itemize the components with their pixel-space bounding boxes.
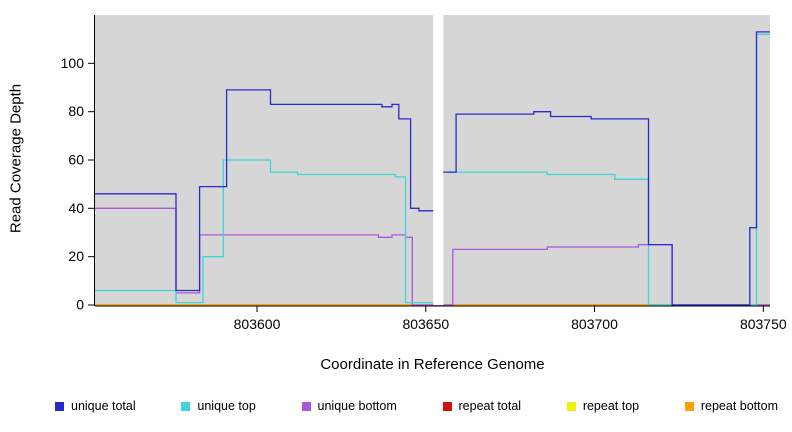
y-tick-label: 0	[76, 297, 84, 313]
legend-swatch-repeat-top	[566, 401, 576, 411]
legend-item-repeat-bottom: repeat bottom	[684, 399, 778, 413]
legend-item-unique-bottom: unique bottom	[301, 399, 397, 413]
x-tick-label: 803750	[740, 316, 787, 332]
y-tick-label: 100	[61, 55, 85, 71]
legend-label: repeat bottom	[700, 399, 778, 413]
y-tick-label: 80	[68, 103, 84, 119]
legend-item-unique-total: unique total	[55, 399, 136, 413]
legend-swatch-unique-top	[181, 401, 191, 411]
legend: unique total unique top unique bottom repea…	[0, 399, 792, 413]
x-tick-label: 803650	[402, 316, 449, 332]
missing-data-gap	[433, 15, 444, 305]
y-tick-label: 60	[68, 152, 84, 168]
legend-label: unique bottom	[317, 399, 397, 413]
legend-label: repeat total	[458, 399, 522, 413]
legend-swatch-unique-total	[55, 401, 64, 411]
series-unique-total	[95, 31, 770, 306]
legend-swatch-repeat-bottom	[684, 401, 694, 411]
legend-label: unique total	[71, 399, 136, 413]
plot-area: 803600 803650 803700 803750 0 20 40 60 80 100	[61, 15, 787, 332]
legend-label: unique top	[197, 399, 256, 413]
legend-swatch-unique-bottom	[301, 401, 311, 411]
x-tick-label: 803700	[571, 316, 618, 332]
legend-item-unique-top: unique top	[181, 399, 256, 413]
y-tick-label: 40	[68, 200, 84, 216]
series-unique-top	[95, 33, 770, 306]
x-axis-title: Coordinate in Reference Genome	[320, 356, 545, 373]
legend-item-repeat-top: repeat top	[566, 399, 640, 413]
legend-swatch-repeat-total	[442, 401, 452, 411]
y-axis-title: Read Coverage Depth	[7, 83, 25, 234]
x-tick-label: 803600	[234, 316, 281, 332]
legend-item-repeat-total: repeat total	[442, 399, 522, 413]
y-tick-label: 20	[68, 248, 84, 264]
plot-background	[95, 15, 770, 305]
legend-label: repeat top	[582, 399, 640, 413]
